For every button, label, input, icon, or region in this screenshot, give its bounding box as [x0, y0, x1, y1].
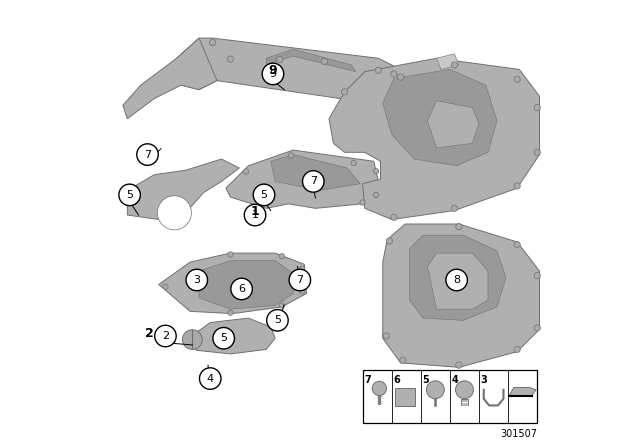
Circle shape	[514, 346, 520, 353]
Text: 3: 3	[481, 375, 487, 385]
Text: 301507: 301507	[500, 429, 538, 439]
Polygon shape	[123, 38, 217, 119]
Polygon shape	[428, 253, 488, 309]
Circle shape	[303, 171, 324, 192]
Circle shape	[534, 149, 540, 155]
Polygon shape	[186, 318, 275, 354]
Circle shape	[375, 67, 381, 73]
Circle shape	[534, 272, 540, 279]
Circle shape	[534, 325, 540, 331]
Circle shape	[383, 333, 390, 339]
Circle shape	[276, 56, 283, 63]
Polygon shape	[329, 58, 540, 220]
Circle shape	[456, 381, 474, 399]
Circle shape	[262, 63, 284, 85]
Circle shape	[227, 56, 234, 62]
Circle shape	[228, 252, 233, 257]
Circle shape	[514, 183, 520, 189]
Text: 5: 5	[422, 375, 429, 385]
Circle shape	[244, 204, 266, 226]
Polygon shape	[177, 38, 410, 101]
Text: 2: 2	[162, 331, 169, 341]
Text: 4: 4	[207, 374, 214, 383]
Text: 6: 6	[238, 284, 245, 294]
Circle shape	[446, 269, 467, 291]
Circle shape	[300, 266, 305, 271]
Circle shape	[288, 153, 294, 158]
Text: 9: 9	[269, 69, 276, 79]
Polygon shape	[509, 388, 536, 396]
Text: 5: 5	[260, 190, 268, 200]
Circle shape	[342, 89, 348, 95]
Circle shape	[391, 214, 397, 220]
Text: 3: 3	[193, 275, 200, 285]
Circle shape	[157, 196, 191, 230]
Circle shape	[373, 168, 379, 174]
Circle shape	[267, 310, 288, 331]
Text: 7: 7	[365, 375, 372, 385]
Circle shape	[163, 284, 168, 289]
Circle shape	[534, 104, 540, 111]
Circle shape	[228, 310, 233, 315]
Text: 5: 5	[126, 190, 133, 200]
Circle shape	[321, 58, 328, 65]
Text: 4: 4	[451, 375, 458, 385]
Circle shape	[451, 205, 458, 211]
Text: 5: 5	[274, 315, 281, 325]
Circle shape	[186, 269, 207, 291]
Circle shape	[514, 76, 520, 82]
Text: 7: 7	[296, 275, 303, 285]
Circle shape	[289, 269, 310, 291]
Text: 6: 6	[393, 375, 400, 385]
Circle shape	[231, 278, 252, 300]
Polygon shape	[271, 155, 360, 190]
Circle shape	[155, 325, 176, 347]
Circle shape	[300, 289, 305, 294]
Polygon shape	[383, 224, 540, 367]
Circle shape	[213, 327, 234, 349]
Polygon shape	[226, 150, 380, 208]
Polygon shape	[428, 101, 479, 148]
Circle shape	[456, 362, 462, 368]
Circle shape	[209, 39, 216, 46]
Polygon shape	[436, 54, 459, 69]
Circle shape	[372, 381, 387, 396]
Text: 7: 7	[310, 177, 317, 186]
Text: 5: 5	[220, 333, 227, 343]
Circle shape	[137, 144, 158, 165]
Polygon shape	[127, 159, 239, 220]
Circle shape	[253, 184, 275, 206]
Circle shape	[400, 357, 406, 363]
FancyBboxPatch shape	[362, 370, 538, 423]
Circle shape	[387, 238, 392, 244]
Text: 2: 2	[145, 327, 154, 340]
Circle shape	[391, 71, 397, 77]
Text: 9: 9	[269, 64, 277, 77]
Polygon shape	[410, 235, 506, 320]
Polygon shape	[383, 69, 497, 166]
Circle shape	[426, 381, 444, 399]
Circle shape	[279, 254, 285, 259]
Circle shape	[243, 169, 249, 174]
Text: 1: 1	[251, 204, 259, 218]
Circle shape	[279, 303, 285, 308]
Text: 1: 1	[252, 210, 259, 220]
Circle shape	[200, 368, 221, 389]
Polygon shape	[159, 253, 307, 314]
Circle shape	[373, 192, 379, 198]
FancyBboxPatch shape	[396, 388, 415, 406]
Circle shape	[514, 241, 520, 248]
Circle shape	[119, 184, 140, 206]
Circle shape	[182, 330, 202, 349]
Circle shape	[397, 74, 404, 80]
Circle shape	[360, 200, 365, 205]
Text: 8: 8	[453, 275, 460, 285]
Circle shape	[451, 62, 458, 68]
Polygon shape	[199, 261, 293, 309]
Text: 7: 7	[144, 150, 151, 159]
Circle shape	[351, 160, 356, 166]
Circle shape	[456, 224, 462, 230]
Polygon shape	[266, 49, 356, 72]
